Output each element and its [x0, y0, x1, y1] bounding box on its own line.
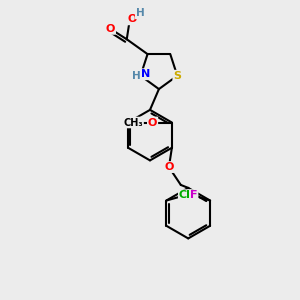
- Text: F: F: [190, 190, 197, 200]
- Text: O: O: [128, 14, 137, 24]
- Text: O: O: [148, 118, 157, 128]
- Text: H: H: [132, 71, 140, 81]
- Text: methoxy: methoxy: [135, 121, 141, 122]
- Text: N: N: [141, 69, 151, 79]
- Text: O: O: [106, 24, 115, 34]
- Text: CH₃: CH₃: [123, 118, 143, 128]
- Text: Cl: Cl: [179, 190, 191, 200]
- Text: S: S: [173, 71, 181, 81]
- Text: methoxy: methoxy: [131, 122, 138, 123]
- Text: H: H: [136, 8, 145, 18]
- Text: O: O: [164, 162, 174, 172]
